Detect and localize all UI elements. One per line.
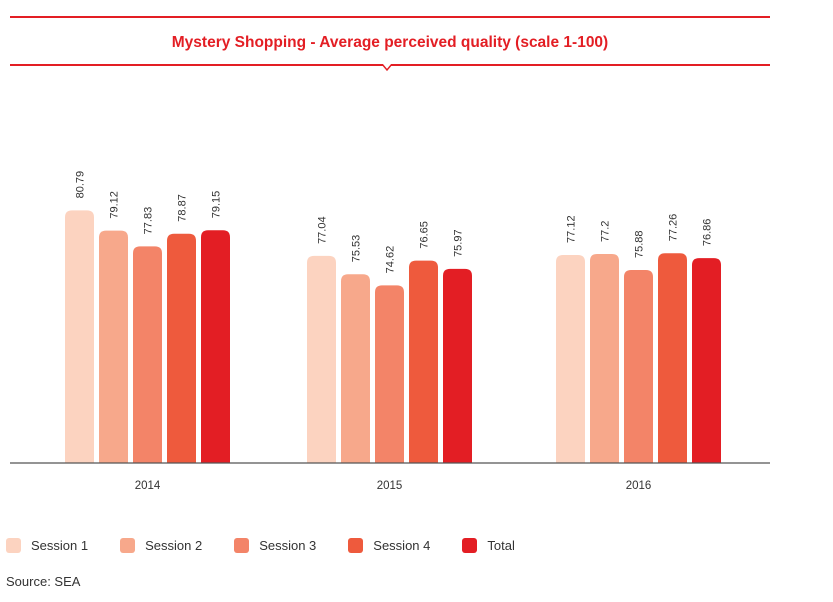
bar-2016-session-2 <box>590 253 619 463</box>
chart-header: Mystery Shopping - Average perceived qua… <box>10 16 770 72</box>
legend-item: Session 3 <box>234 538 316 553</box>
data-label: 74.62 <box>385 246 397 274</box>
bar-2014-session-2 <box>99 230 128 463</box>
data-label: 79.12 <box>109 191 121 219</box>
data-label: 80.79 <box>75 171 87 199</box>
x-tick-label: 2015 <box>377 480 403 492</box>
bar-2014-total <box>201 230 230 463</box>
bar-2016-session-3 <box>624 270 653 463</box>
bar-2016-session-1 <box>556 254 585 463</box>
legend-swatch <box>120 538 136 553</box>
data-label: 79.15 <box>211 191 223 219</box>
chart-legend: Session 1 Session 2 Session 3 Session 4 Tota… <box>6 538 547 553</box>
legend-swatch <box>348 538 364 553</box>
legend-label: Total <box>487 538 515 553</box>
legend-swatch <box>462 538 478 553</box>
data-label: 77.83 <box>143 207 155 235</box>
bar-2015-session-1 <box>307 255 336 463</box>
bar-2016-session-4 <box>658 253 687 463</box>
legend-item: Session 4 <box>348 538 430 553</box>
data-label: 75.97 <box>453 229 465 257</box>
data-label: 77.04 <box>317 216 329 244</box>
legend-label: Session 2 <box>145 538 203 553</box>
header-top-rule <box>10 16 770 18</box>
data-label: 77.12 <box>566 215 578 243</box>
bar-2015-session-2 <box>341 274 370 463</box>
bar-2015-session-4 <box>409 260 438 463</box>
x-tick-label: 2016 <box>626 480 652 492</box>
legend-label: Session 4 <box>373 538 431 553</box>
chart-title: Mystery Shopping - Average perceived qua… <box>171 34 609 51</box>
data-label: 75.88 <box>634 230 646 258</box>
legend-item: Session 1 <box>6 538 88 553</box>
data-label: 76.65 <box>419 221 431 249</box>
bar-chart: 80.79 79.12 77.83 78.87 79.15 2014 77.04 75.53 7… <box>10 171 770 492</box>
legend-label: Session 3 <box>259 538 317 553</box>
legend-item: Total <box>462 538 515 553</box>
x-tick-label: 2014 <box>135 480 161 492</box>
data-label: 77.2 <box>600 221 612 242</box>
data-label: 78.87 <box>177 194 189 222</box>
bar-2014-session-1 <box>65 210 94 463</box>
bar-2015-total <box>443 268 472 463</box>
bar-2014-session-4 <box>167 233 196 463</box>
legend-item: Session 2 <box>120 538 202 553</box>
legend-label: Session 1 <box>31 538 89 553</box>
data-label: 76.86 <box>702 219 714 247</box>
source-note: Source: SEA <box>6 574 81 589</box>
bar-2014-session-3 <box>133 246 162 463</box>
bar-2015-session-3 <box>375 285 404 463</box>
data-label: 77.26 <box>668 214 680 242</box>
header-notch-icon <box>382 64 392 72</box>
legend-swatch <box>6 538 21 553</box>
legend-swatch <box>234 538 250 553</box>
data-label: 75.53 <box>351 235 363 263</box>
bar-2016-total <box>692 258 721 463</box>
